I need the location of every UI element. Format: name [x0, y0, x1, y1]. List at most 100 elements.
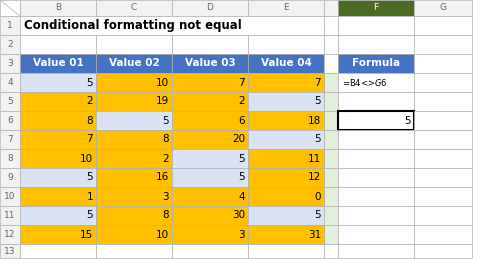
- Bar: [324, 168, 338, 187]
- Bar: [338, 244, 414, 258]
- Text: 31: 31: [308, 230, 321, 240]
- Bar: [414, 187, 472, 206]
- Bar: [414, 54, 472, 73]
- Text: 20: 20: [232, 135, 245, 145]
- Bar: [0, 168, 20, 187]
- Text: G: G: [440, 4, 447, 13]
- Text: 8: 8: [163, 210, 169, 220]
- Bar: [324, 0, 338, 16]
- Text: Value 01: Value 01: [33, 58, 83, 68]
- Bar: [20, 225, 96, 244]
- Bar: [172, 0, 248, 16]
- Bar: [338, 225, 414, 244]
- Bar: [324, 73, 338, 92]
- Bar: [338, 73, 414, 92]
- Bar: [414, 73, 472, 92]
- Text: E: E: [283, 4, 289, 13]
- Bar: [172, 130, 248, 149]
- Bar: [414, 16, 472, 35]
- Text: 19: 19: [156, 96, 169, 106]
- Bar: [248, 35, 324, 54]
- Text: 5: 5: [314, 135, 321, 145]
- Bar: [324, 16, 338, 35]
- Bar: [0, 16, 20, 35]
- Bar: [324, 130, 338, 149]
- Text: Value 03: Value 03: [185, 58, 235, 68]
- Bar: [0, 187, 20, 206]
- Bar: [20, 92, 96, 111]
- Bar: [0, 54, 20, 73]
- Text: B: B: [55, 4, 61, 13]
- Text: 5: 5: [86, 78, 93, 88]
- Bar: [0, 206, 20, 225]
- Bar: [248, 244, 324, 258]
- Text: 18: 18: [308, 115, 321, 125]
- Bar: [338, 130, 414, 149]
- Text: 5: 5: [239, 173, 245, 182]
- Text: 10: 10: [4, 192, 16, 201]
- Bar: [414, 168, 472, 187]
- Bar: [414, 149, 472, 168]
- Text: 5: 5: [314, 96, 321, 106]
- Bar: [0, 130, 20, 149]
- Bar: [172, 168, 248, 187]
- Bar: [338, 35, 414, 54]
- Bar: [414, 0, 472, 16]
- Bar: [0, 92, 20, 111]
- Bar: [172, 73, 248, 92]
- Bar: [248, 92, 324, 111]
- Bar: [96, 0, 172, 16]
- Text: 9: 9: [7, 173, 13, 182]
- Bar: [20, 168, 96, 187]
- Bar: [338, 187, 414, 206]
- Text: 5: 5: [86, 173, 93, 182]
- Bar: [0, 149, 20, 168]
- Text: 11: 11: [4, 211, 16, 220]
- Bar: [248, 0, 324, 16]
- Bar: [96, 225, 172, 244]
- Bar: [172, 35, 248, 54]
- Bar: [172, 206, 248, 225]
- Text: 1: 1: [7, 21, 13, 30]
- Bar: [324, 244, 338, 258]
- Text: 6: 6: [239, 115, 245, 125]
- Bar: [172, 111, 248, 130]
- Bar: [338, 54, 414, 73]
- Text: 2: 2: [239, 96, 245, 106]
- Text: 5: 5: [86, 210, 93, 220]
- Text: Formula: Formula: [352, 58, 400, 68]
- Bar: [0, 35, 20, 54]
- Bar: [96, 73, 172, 92]
- Bar: [96, 187, 172, 206]
- Bar: [324, 111, 338, 130]
- Text: 7: 7: [86, 135, 93, 145]
- Bar: [96, 111, 172, 130]
- Text: 7: 7: [314, 78, 321, 88]
- Bar: [96, 149, 172, 168]
- Text: 7: 7: [7, 135, 13, 144]
- Bar: [414, 206, 472, 225]
- Text: C: C: [131, 4, 137, 13]
- Bar: [20, 187, 96, 206]
- Text: 5: 5: [314, 210, 321, 220]
- Bar: [0, 244, 20, 258]
- Bar: [96, 168, 172, 187]
- Bar: [20, 244, 96, 258]
- Text: =B4<>$G$6: =B4<>$G$6: [342, 77, 387, 88]
- Text: 12: 12: [308, 173, 321, 182]
- Bar: [248, 149, 324, 168]
- Bar: [324, 92, 338, 111]
- Bar: [324, 225, 338, 244]
- Bar: [248, 206, 324, 225]
- Bar: [96, 35, 172, 54]
- Bar: [414, 111, 472, 130]
- Text: 8: 8: [163, 135, 169, 145]
- Bar: [172, 92, 248, 111]
- Text: D: D: [206, 4, 213, 13]
- Bar: [248, 187, 324, 206]
- Bar: [414, 244, 472, 258]
- Text: 12: 12: [4, 230, 16, 239]
- Bar: [0, 0, 20, 16]
- Text: Value 02: Value 02: [109, 58, 160, 68]
- Bar: [324, 149, 338, 168]
